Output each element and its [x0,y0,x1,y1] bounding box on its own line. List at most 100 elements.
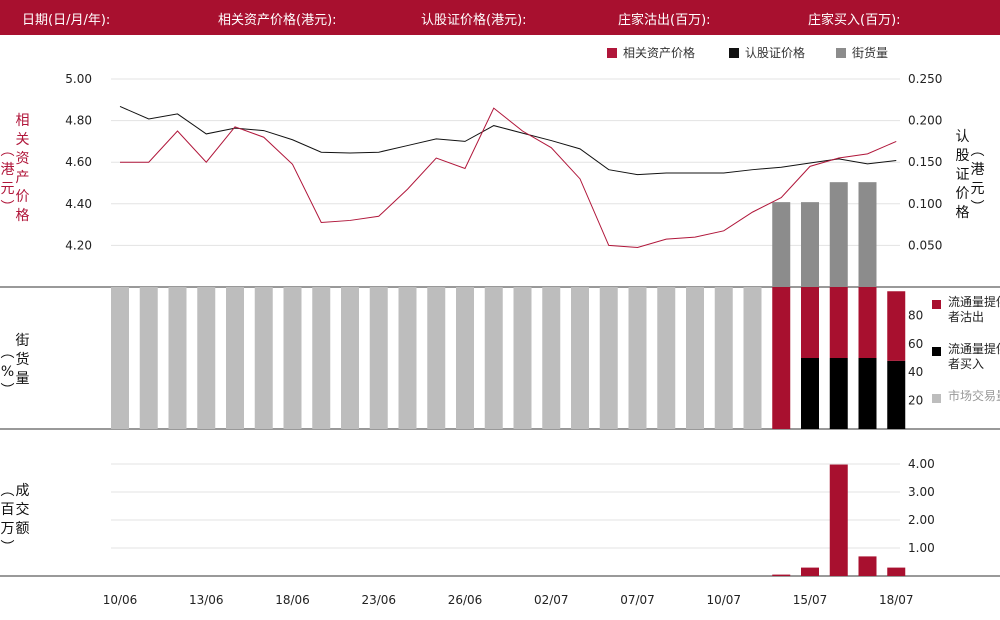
y-tick-label: 5.00 [65,72,92,86]
y-tick-label: 4.80 [65,114,92,128]
market-share-bar [599,287,618,429]
x-tick-label: 15/07 [793,593,828,607]
mm-buy-share-bar [829,358,848,429]
market-share-bar [254,287,273,429]
market-share-bar [168,287,187,429]
x-tick-label: 10/06 [103,593,138,607]
mm-sell-share-bar [829,287,848,358]
turnover-tick-label: 4.00 [908,457,935,471]
legend-mm-sell-label: 流通量提供者沽出 [948,295,1000,324]
market-share-bar [226,287,244,429]
legend-swatch-mm-sell [932,300,941,309]
y-tick-label: 4.40 [65,197,92,211]
share-tick-label: 80 [908,308,923,322]
turnover-bar [801,567,819,576]
market-share-bar [283,287,302,429]
x-tick-label: 18/06 [275,593,310,607]
legend-swatch-warrant [729,48,739,58]
legend-market-label: 市场交易量 [948,389,1000,403]
x-tick-label: 13/06 [189,593,224,607]
market-share-bar [139,287,158,429]
mm-buy-share-bar [887,360,906,429]
mm-sell-share-bar [801,287,819,358]
outstanding-bar [829,182,848,287]
header-bar: 日期(日/月/年): 相关资产价格(港元): 认股证价格(港元): 庄家沽出(百… [0,0,1000,35]
y2-tick-label: 0.100 [908,197,942,211]
turnover-axis-unit: 百万 [0,502,15,537]
x-tick-label: 10/07 [706,593,741,607]
market-share-bar [197,287,216,429]
outstanding-bar [858,182,877,287]
mm-sell-label: 庄家沽出(百万): [618,13,711,28]
warrant-price-label: 认股证价格(港元): [421,13,527,28]
turnover-bar [829,464,848,576]
left-price-axis-unit: 港元 [0,162,15,197]
y2-tick-label: 0.050 [908,238,942,252]
legend-outstanding[interactable]: 街货量 [836,44,888,61]
share-tick-label: 20 [908,394,923,408]
x-tick-label: 26/06 [448,593,483,607]
market-share-bar [513,287,532,429]
market-share-bar [686,287,704,429]
underlying-price-line [120,107,897,248]
market-share-bar [427,287,446,429]
legend-mm-buy-label: 流通量提供者买入 [948,342,1000,371]
market-share-bar [312,287,331,429]
turnover-bar [772,574,791,576]
turnover-tick-label: 2.00 [908,513,935,527]
legend-swatch-market [932,394,941,403]
y2-tick-label: 0.250 [908,72,942,86]
underlying-price-label: 相关资产价格(港元): [218,13,337,28]
market-share-bar [456,287,474,429]
outstanding-bar [772,202,791,287]
legend-underlying-label: 相关资产价格 [623,46,696,60]
y-tick-label: 4.20 [65,238,92,252]
mm-buy-label: 庄家买入(百万): [808,13,901,28]
market-share-bar [398,287,417,429]
legend-underlying[interactable]: 相关资产价格 [607,44,695,61]
date-label: 日期(日/月/年): [22,13,111,28]
turnover-tick-label: 3.00 [908,485,935,499]
mm-sell-share-bar [887,291,906,361]
turnover-bar [887,567,906,576]
outstanding-axis-title: ︵% ︶街货量 [0,333,30,399]
legend-warrant[interactable]: 认股证价格 [729,44,805,61]
legend-outstanding-label: 街货量 [852,46,889,60]
legend-swatch-outstanding [836,48,846,58]
mm-buy-share-bar [801,358,819,429]
turnover-axis-title: ︵ 百万 ︶成交额 [0,483,30,556]
market-share-bar [628,287,647,429]
market-share-bar [369,287,388,429]
right-price-axis-unit: 港元 [970,162,985,197]
y-tick-label: 4.60 [65,155,92,169]
market-share-bar [542,287,561,429]
left-price-axis-title: ︵ 港元 ︶相关资产价格 [0,113,30,224]
mm-sell-share-bar [772,287,791,429]
turnover-axis-main: 成交额 [15,483,30,537]
legend-warrant-label: 认股证价格 [745,46,806,60]
legend-swatch-mm-buy [932,347,941,356]
y2-tick-label: 0.200 [908,114,942,128]
turnover-bar [858,556,877,576]
right-price-axis-main: 认股证价格 [955,129,970,221]
x-tick-label: 02/07 [534,593,569,607]
x-tick-label: 07/07 [620,593,655,607]
warrant-price-line [119,105,897,176]
outstanding-axis-unit: % [0,364,15,380]
left-price-axis-main: 相关资产价格 [15,113,30,224]
y2-tick-label: 0.150 [908,155,942,169]
right-price-axis-title: 认股证价格︵ 港元 ︶ [955,129,985,221]
x-tick-label: 23/06 [361,593,396,607]
market-share-bar [484,287,503,429]
turnover-tick-label: 1.00 [908,541,935,555]
market-share-bar [341,287,359,429]
mm-sell-share-bar [858,287,877,358]
market-share-bar [111,287,129,429]
mm-buy-share-bar [858,358,877,429]
legend-swatch-underlying [607,48,617,58]
share-tick-label: 40 [908,365,923,379]
share-tick-label: 60 [908,337,923,351]
market-share-bar [743,287,762,429]
outstanding-bar [801,202,819,287]
